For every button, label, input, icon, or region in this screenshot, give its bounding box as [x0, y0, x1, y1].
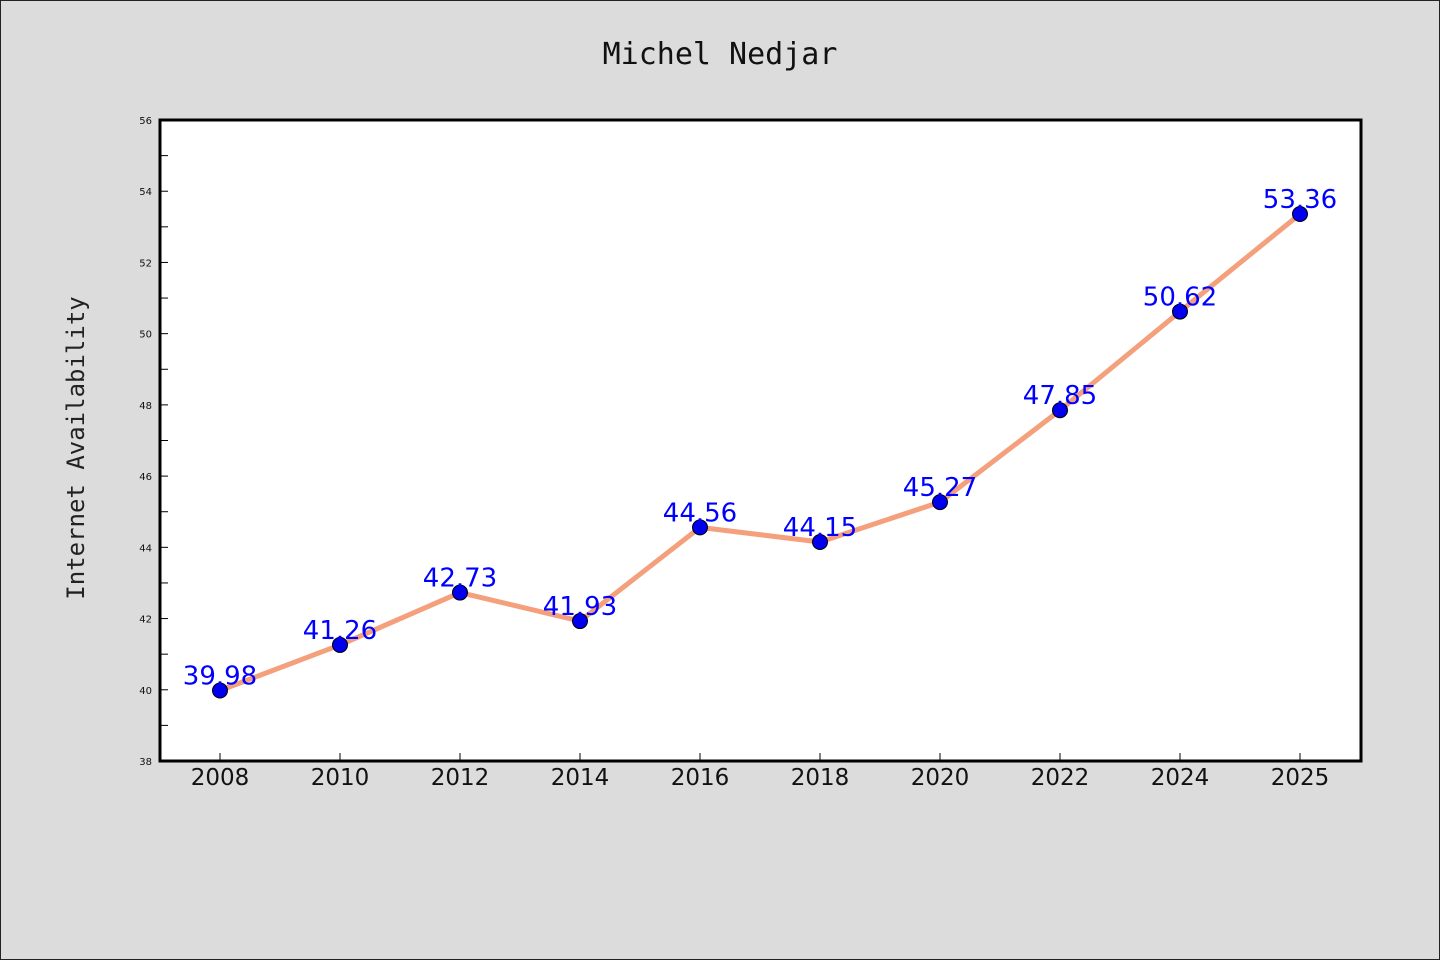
x-tick-label: 2022: [1031, 765, 1090, 791]
data-point: [572, 613, 588, 630]
y-tick-label: 46: [139, 472, 152, 483]
data-point: [1292, 206, 1308, 223]
x-tick-label: 2024: [1151, 765, 1210, 791]
y-tick-label: 52: [139, 258, 152, 269]
data-label: 41.26: [303, 616, 377, 646]
x-tick-label: 2016: [671, 765, 730, 791]
data-point: [1052, 402, 1068, 419]
data-label: 44.15: [783, 513, 857, 543]
y-tick-label: 56: [139, 116, 152, 127]
x-tick-label: 2025: [1271, 765, 1330, 791]
x-tick-label: 2008: [191, 765, 250, 791]
data-label: 45.27: [903, 473, 977, 503]
x-tick-label: 2014: [551, 765, 610, 791]
series-line: [217, 211, 1303, 693]
data-point: [332, 636, 348, 653]
data-label: 44.56: [663, 498, 737, 528]
y-tick-label: 44: [139, 543, 152, 554]
data-point: [452, 584, 468, 601]
x-axis: 2008 2010 2012 2014 2016 2018 2020 2022 2024 2025: [191, 753, 1330, 791]
data-label: 39.98: [183, 661, 257, 691]
x-tick-label: 2020: [911, 765, 970, 791]
data-label: 50.62: [1143, 283, 1217, 313]
data-point: [812, 533, 828, 550]
data-label: 41.93: [543, 592, 617, 622]
data-label: 47.85: [1023, 381, 1097, 411]
plot-frame: [158, 118, 1363, 763]
y-axis-label: Internet Availability: [62, 296, 90, 599]
plot-area: [160, 120, 1361, 761]
x-tick-label: 2012: [431, 765, 490, 791]
x-tick-label: 2018: [791, 765, 850, 791]
data-label: 53.36: [1263, 185, 1337, 215]
y-tick-label: 40: [139, 686, 152, 697]
series-layer: 39.98 41.26 42.73 41.93 44.56 44.15 45.27 47.85…: [183, 185, 1337, 699]
y-tick-label: 42: [139, 615, 152, 626]
data-label: 42.73: [423, 564, 497, 594]
y-tick-label: 48: [139, 401, 152, 412]
data-point: [692, 519, 708, 536]
y-tick-label: 54: [139, 187, 152, 198]
data-point: [1172, 303, 1188, 320]
chart-title: Michel Nedjar: [603, 37, 838, 72]
y-tick-label: 38: [139, 757, 152, 768]
y-tick-label: 50: [139, 330, 152, 341]
data-point: [932, 494, 948, 511]
x-tick-label: 2010: [311, 765, 370, 791]
data-point: [212, 682, 228, 699]
